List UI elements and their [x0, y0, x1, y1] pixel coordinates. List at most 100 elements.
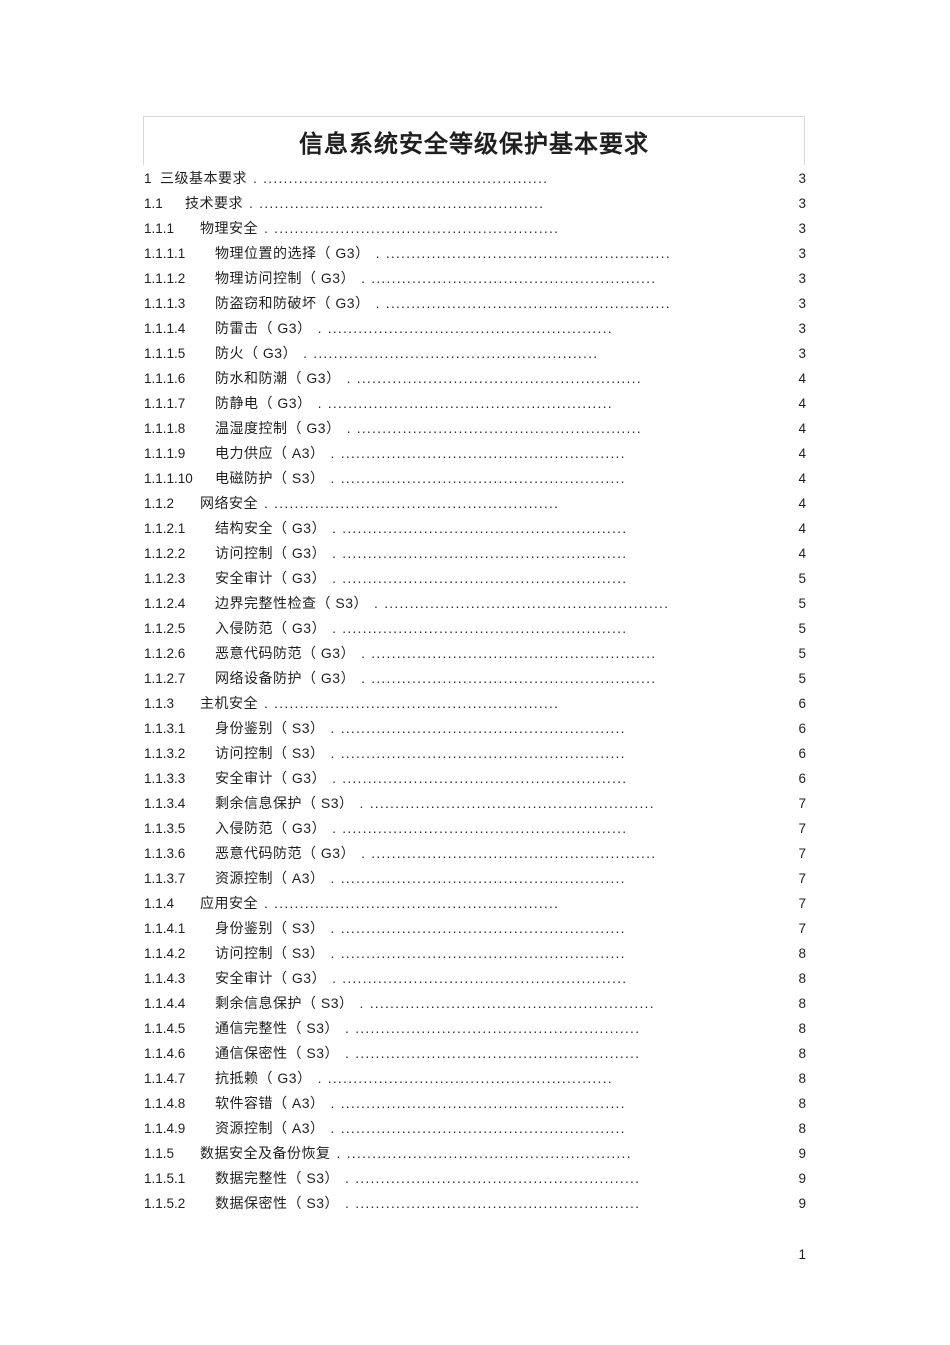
toc-entry-title: 防静电（ G3） — [215, 395, 312, 411]
toc-entry: 1.1.4 应用安全 . ...........................… — [144, 891, 806, 916]
toc-entry-number: 1.1.5.1 — [144, 1171, 186, 1186]
toc-entry-page: 8 — [798, 1096, 806, 1111]
toc-entry: 1.1.1.8 温湿度控制（ G3） . ...................… — [144, 416, 806, 441]
toc-entry-title: 访问控制（ S3） — [215, 745, 325, 761]
toc-entry-title: 安全审计（ G3） — [215, 770, 327, 786]
toc-entry-dot-leader: . ......................................… — [359, 995, 655, 1011]
toc-entry-title: 防盗窃和防破坏（ G3） — [215, 295, 370, 311]
toc-entry-page: 3 — [798, 196, 806, 211]
toc-entry-number: 1.1.1.7 — [144, 396, 186, 411]
toc-entry-title: 防火（ G3） — [215, 345, 298, 361]
toc-entry-dot-leader: . ......................................… — [317, 1070, 613, 1086]
toc-entry: 1.1.5.2 数据保密性（ S3） . ...................… — [144, 1191, 806, 1216]
toc-entry-title: 物理访问控制（ G3） — [215, 270, 356, 286]
document-title: 信息系统安全等级保护基本要求 — [299, 130, 649, 158]
toc-entry-number: 1 — [144, 171, 152, 186]
toc-entry-dot-leader: . ......................................… — [332, 770, 628, 786]
toc-entry: 1.1.4.9 资源控制（ A3） . ....................… — [144, 1116, 806, 1141]
toc-entry: 1.1.2.2 访问控制（ G3） . ....................… — [144, 541, 806, 566]
toc-entry-dot-leader: . ......................................… — [330, 1095, 626, 1111]
toc-entry: 1.1.2.1 结构安全（ G3） . ....................… — [144, 516, 806, 541]
toc-entry-title: 物理安全 — [200, 220, 258, 236]
footer-page-number: 1 — [798, 1247, 806, 1262]
toc-entry-dot-leader: . ......................................… — [330, 870, 626, 886]
toc-entry: 1.1.4.8 软件容错（ A3） . ....................… — [144, 1091, 806, 1116]
toc-entry: 1.1.2.3 安全审计（ G3） . ....................… — [144, 566, 806, 591]
toc-entry-dot-leader: . ......................................… — [359, 795, 655, 811]
toc-entry: 1.1.1.3 防盗窃和防破坏（ G3） . .................… — [144, 291, 806, 316]
toc-entry-dot-leader: . ......................................… — [361, 670, 657, 686]
toc-entry: 1.1.3 主机安全 . ...........................… — [144, 691, 806, 716]
toc-entry-number: 1.1.3 — [144, 696, 175, 711]
toc-entry-dot-leader: . ......................................… — [330, 470, 626, 486]
toc-entry-dot-leader: . ......................................… — [330, 1120, 626, 1136]
toc-entry-dot-leader: . ......................................… — [249, 195, 545, 211]
toc-entry-number: 1.1.1.9 — [144, 446, 186, 461]
toc-entry-title: 数据保密性（ S3） — [215, 1195, 340, 1211]
toc-entry-dot-leader: . ......................................… — [375, 295, 671, 311]
toc-entry: 1.1.1.1 物理位置的选择（ G3） . .................… — [144, 241, 806, 266]
toc-entry-dot-leader: . ......................................… — [264, 695, 560, 711]
toc-entry-dot-leader: . ......................................… — [330, 720, 626, 736]
toc-entry-page: 4 — [798, 546, 806, 561]
toc-entry-title: 身份鉴别（ S3） — [215, 720, 325, 736]
toc-entry: 1.1.5 数据安全及备份恢复 . ......................… — [144, 1141, 806, 1166]
toc-entry-number: 1.1.3.5 — [144, 821, 186, 836]
toc-entry-dot-leader: . ......................................… — [330, 445, 626, 461]
toc-entry-number: 1.1.4.4 — [144, 996, 186, 1011]
toc-entry-title: 网络设备防护（ G3） — [215, 670, 356, 686]
toc-entry: 1.1.3.3 安全审计（ G3） . ....................… — [144, 766, 806, 791]
toc-entry-dot-leader: . ......................................… — [346, 420, 642, 436]
toc-entry-title: 数据完整性（ S3） — [215, 1170, 340, 1186]
toc-entry-dot-leader: . ......................................… — [332, 570, 628, 586]
toc-entry-title: 技术要求 — [185, 195, 243, 211]
toc-entry-dot-leader: . ......................................… — [264, 495, 560, 511]
toc-entry-number: 1.1.4 — [144, 896, 175, 911]
toc-entry-title: 资源控制（ A3） — [215, 1120, 325, 1136]
toc-entry-dot-leader: . ......................................… — [345, 1020, 641, 1036]
toc-entry-number: 1.1.2.4 — [144, 596, 186, 611]
toc-entry-number: 1.1.5.2 — [144, 1196, 186, 1211]
toc-entry-title: 访问控制（ G3） — [215, 545, 327, 561]
toc-entry: 1.1.5.1 数据完整性（ S3） . ...................… — [144, 1166, 806, 1191]
toc-entry: 1.1.4.6 通信保密性（ S3） . ...................… — [144, 1041, 806, 1066]
toc-entry-number: 1.1.4.5 — [144, 1021, 186, 1036]
toc-entry: 1.1.1.5 防火（ G3） . ......................… — [144, 341, 806, 366]
toc-entry-title: 安全审计（ G3） — [215, 570, 327, 586]
toc-entry-page: 7 — [798, 871, 806, 886]
toc-entry-dot-leader: . ......................................… — [330, 745, 626, 761]
toc-entry: 1.1.1.4 防雷击（ G3） . .....................… — [144, 316, 806, 341]
toc-entry-page: 3 — [798, 171, 806, 186]
toc-entry-number: 1.1.4.6 — [144, 1046, 186, 1061]
toc-entry-page: 3 — [798, 321, 806, 336]
toc-entry-page: 3 — [798, 271, 806, 286]
toc-entry-number: 1.1.1 — [144, 221, 175, 236]
toc-entry-page: 4 — [798, 521, 806, 536]
toc-entry-title: 入侵防范（ G3） — [215, 620, 327, 636]
toc-entry-title: 温湿度控制（ G3） — [215, 420, 341, 436]
toc-entry-dot-leader: . ......................................… — [346, 370, 642, 386]
toc-entry-page: 4 — [798, 371, 806, 386]
toc-entry: 1 三级基本要求 . .............................… — [144, 166, 806, 191]
toc-entry: 1.1.2 网络安全 . ...........................… — [144, 491, 806, 516]
toc-entry-number: 1.1.1.4 — [144, 321, 186, 336]
toc-entry: 1.1.4.3 安全审计（ G3） . ....................… — [144, 966, 806, 991]
toc-entry-page: 8 — [798, 1046, 806, 1061]
toc-entry-number: 1.1.3.6 — [144, 846, 186, 861]
toc-entry: 1.1.1 物理安全 . ...........................… — [144, 216, 806, 241]
toc-entry-number: 1.1.3.3 — [144, 771, 186, 786]
table-of-contents: 1 三级基本要求 . .............................… — [144, 166, 806, 1216]
toc-entry: 1.1.4.2 访问控制（ S3） . ....................… — [144, 941, 806, 966]
toc-entry-title: 抗抵赖（ G3） — [215, 1070, 312, 1086]
toc-entry-title: 数据安全及备份恢复 — [200, 1145, 331, 1161]
toc-entry-dot-leader: . ......................................… — [332, 545, 628, 561]
toc-entry-page: 3 — [798, 221, 806, 236]
toc-entry-title: 主机安全 — [200, 695, 258, 711]
toc-entry-page: 7 — [798, 821, 806, 836]
toc-entry-title: 结构安全（ G3） — [215, 520, 327, 536]
toc-entry-page: 8 — [798, 1021, 806, 1036]
toc-entry-page: 4 — [798, 396, 806, 411]
toc-entry-dot-leader: . ......................................… — [332, 520, 628, 536]
toc-entry-page: 8 — [798, 1071, 806, 1086]
toc-entry-dot-leader: . ......................................… — [345, 1195, 641, 1211]
